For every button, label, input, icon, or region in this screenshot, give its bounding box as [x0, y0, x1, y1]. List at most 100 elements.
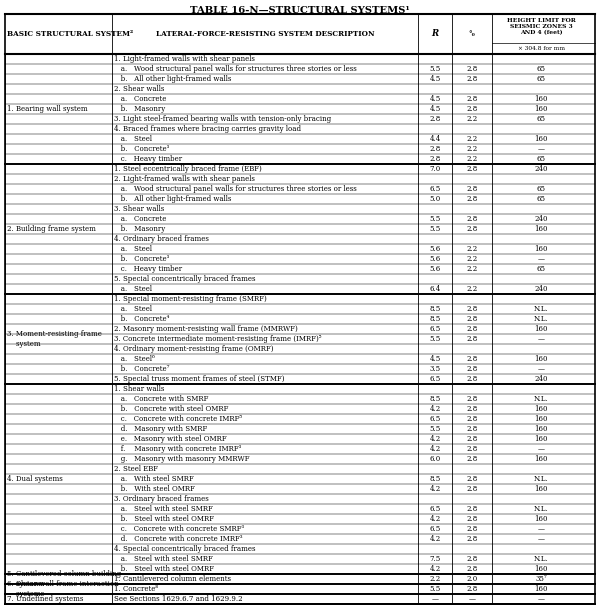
Text: 4.2: 4.2 — [430, 515, 440, 523]
Text: d.   Concrete with concrete IMRF³: d. Concrete with concrete IMRF³ — [114, 535, 242, 543]
Text: 240: 240 — [534, 165, 548, 173]
Text: 35⁷: 35⁷ — [535, 575, 547, 583]
Text: b.   Concrete³: b. Concrete³ — [114, 145, 169, 153]
Text: 4.2: 4.2 — [430, 535, 440, 543]
Text: 5.6: 5.6 — [430, 255, 440, 263]
Text: 2.2: 2.2 — [466, 145, 478, 153]
Text: 8.5: 8.5 — [430, 475, 440, 483]
Text: 2.2: 2.2 — [466, 285, 478, 293]
Text: 6.0: 6.0 — [430, 455, 440, 463]
Text: 2.8: 2.8 — [466, 335, 478, 343]
Text: 160: 160 — [534, 415, 548, 423]
Text: See Sections 1629.6.7 and 1629.9.2: See Sections 1629.6.7 and 1629.9.2 — [114, 595, 242, 603]
Text: g.   Masonry with masonry MMRWF: g. Masonry with masonry MMRWF — [114, 455, 250, 463]
Text: b.   Masonry: b. Masonry — [114, 105, 165, 113]
Text: —: — — [538, 535, 545, 543]
Text: N.L.: N.L. — [533, 315, 548, 323]
Text: 2.2: 2.2 — [466, 255, 478, 263]
Text: 5.5: 5.5 — [430, 335, 440, 343]
Text: 2.8: 2.8 — [466, 185, 478, 193]
Text: 2.2: 2.2 — [466, 155, 478, 163]
Text: 2.8: 2.8 — [466, 95, 478, 103]
Text: 1. Special moment-resisting frame (SMRF): 1. Special moment-resisting frame (SMRF) — [114, 295, 267, 303]
Text: 2.8: 2.8 — [466, 225, 478, 233]
Text: 1. Bearing wall system: 1. Bearing wall system — [7, 105, 88, 113]
Text: a.   Steel⁶: a. Steel⁶ — [114, 355, 155, 363]
Text: b.   All other light-framed walls: b. All other light-framed walls — [114, 195, 232, 203]
Text: 65: 65 — [536, 115, 545, 123]
Text: 4.2: 4.2 — [430, 405, 440, 413]
Text: 2.8: 2.8 — [466, 485, 478, 493]
Text: 160: 160 — [534, 515, 548, 523]
Text: 65: 65 — [536, 185, 545, 193]
Text: 2.2: 2.2 — [466, 115, 478, 123]
Text: 4. Ordinary moment-resisting frame (OMRF): 4. Ordinary moment-resisting frame (OMRF… — [114, 345, 274, 353]
Text: 4.5: 4.5 — [430, 355, 440, 363]
Text: 2.8: 2.8 — [430, 155, 440, 163]
Text: 2.8: 2.8 — [466, 425, 478, 433]
Text: 5.0: 5.0 — [430, 195, 440, 203]
Text: 5.5: 5.5 — [430, 585, 440, 593]
Text: 2.8: 2.8 — [466, 405, 478, 413]
Text: 5. Special concentrically braced frames: 5. Special concentrically braced frames — [114, 275, 256, 283]
Text: HEIGHT LIMIT FOR
SEISMIC ZONES 3
AND 4 (feet): HEIGHT LIMIT FOR SEISMIC ZONES 3 AND 4 (… — [506, 18, 575, 35]
Text: c.   Heavy timber: c. Heavy timber — [114, 265, 182, 273]
Text: × 304.8 for mm: × 304.8 for mm — [517, 46, 565, 51]
Text: 2.8: 2.8 — [466, 75, 478, 83]
Text: 2.8: 2.8 — [466, 455, 478, 463]
Text: 2.8: 2.8 — [466, 505, 478, 513]
Text: a.   Steel: a. Steel — [114, 135, 152, 143]
Text: 2.8: 2.8 — [466, 445, 478, 453]
Text: b.   With steel OMRF: b. With steel OMRF — [114, 485, 195, 493]
Text: a.   Steel: a. Steel — [114, 285, 152, 293]
Text: 160: 160 — [534, 405, 548, 413]
Text: 2.8: 2.8 — [466, 215, 478, 223]
Text: 1. Concrete⁸: 1. Concrete⁸ — [114, 585, 158, 593]
Text: 2.8: 2.8 — [466, 165, 478, 173]
Text: 2.8: 2.8 — [466, 305, 478, 313]
Text: b.   All other light-framed walls: b. All other light-framed walls — [114, 75, 232, 83]
Text: 4. Ordinary braced frames: 4. Ordinary braced frames — [114, 235, 209, 243]
Text: —: — — [538, 445, 545, 453]
Text: 2.8: 2.8 — [466, 475, 478, 483]
Text: a.   Concrete: a. Concrete — [114, 215, 166, 223]
Text: 3.5: 3.5 — [430, 365, 440, 373]
Text: 4.5: 4.5 — [430, 75, 440, 83]
Text: e.   Masonry with steel OMRF: e. Masonry with steel OMRF — [114, 435, 227, 443]
Text: 7.5: 7.5 — [430, 555, 440, 563]
Text: a.   Steel: a. Steel — [114, 245, 152, 253]
Text: 2.2: 2.2 — [430, 575, 440, 583]
Text: a.   Wood structural panel walls for structures three stories or less: a. Wood structural panel walls for struc… — [114, 65, 357, 73]
Text: —: — — [538, 145, 545, 153]
Text: 3. Moment-resisting frame
    system: 3. Moment-resisting frame system — [7, 330, 102, 348]
Text: 6.5: 6.5 — [430, 185, 440, 193]
Text: b.   Concrete⁷: b. Concrete⁷ — [114, 365, 169, 373]
Text: 2.8: 2.8 — [466, 395, 478, 403]
Text: 2.8: 2.8 — [466, 195, 478, 203]
Text: 160: 160 — [534, 455, 548, 463]
Text: c.   Heavy timber: c. Heavy timber — [114, 155, 182, 163]
Text: 240: 240 — [534, 285, 548, 293]
Text: 5.6: 5.6 — [430, 245, 440, 253]
Text: 2. Building frame system: 2. Building frame system — [7, 225, 96, 233]
Text: 160: 160 — [534, 565, 548, 573]
Text: 160: 160 — [534, 585, 548, 593]
Text: 2.8: 2.8 — [466, 515, 478, 523]
Text: 5.6: 5.6 — [430, 265, 440, 273]
Text: 2. Light-framed walls with shear panels: 2. Light-framed walls with shear panels — [114, 175, 255, 183]
Text: 240: 240 — [534, 215, 548, 223]
Text: 65: 65 — [536, 75, 545, 83]
Text: 65: 65 — [536, 65, 545, 73]
Text: a.   Steel with steel SMRF: a. Steel with steel SMRF — [114, 555, 213, 563]
Text: —: — — [469, 595, 476, 603]
Text: a.   With steel SMRF: a. With steel SMRF — [114, 475, 194, 483]
Text: —: — — [431, 595, 439, 603]
Text: 160: 160 — [534, 425, 548, 433]
Text: a.   Concrete with SMRF: a. Concrete with SMRF — [114, 395, 208, 403]
Text: 160: 160 — [534, 95, 548, 103]
Text: 3. Ordinary braced frames: 3. Ordinary braced frames — [114, 495, 209, 503]
Text: 2.8: 2.8 — [466, 565, 478, 573]
Text: 7. Undefined systems: 7. Undefined systems — [7, 595, 83, 603]
Text: a.   Concrete: a. Concrete — [114, 95, 166, 103]
Text: 4. Braced frames where bracing carries gravity load: 4. Braced frames where bracing carries g… — [114, 125, 301, 133]
